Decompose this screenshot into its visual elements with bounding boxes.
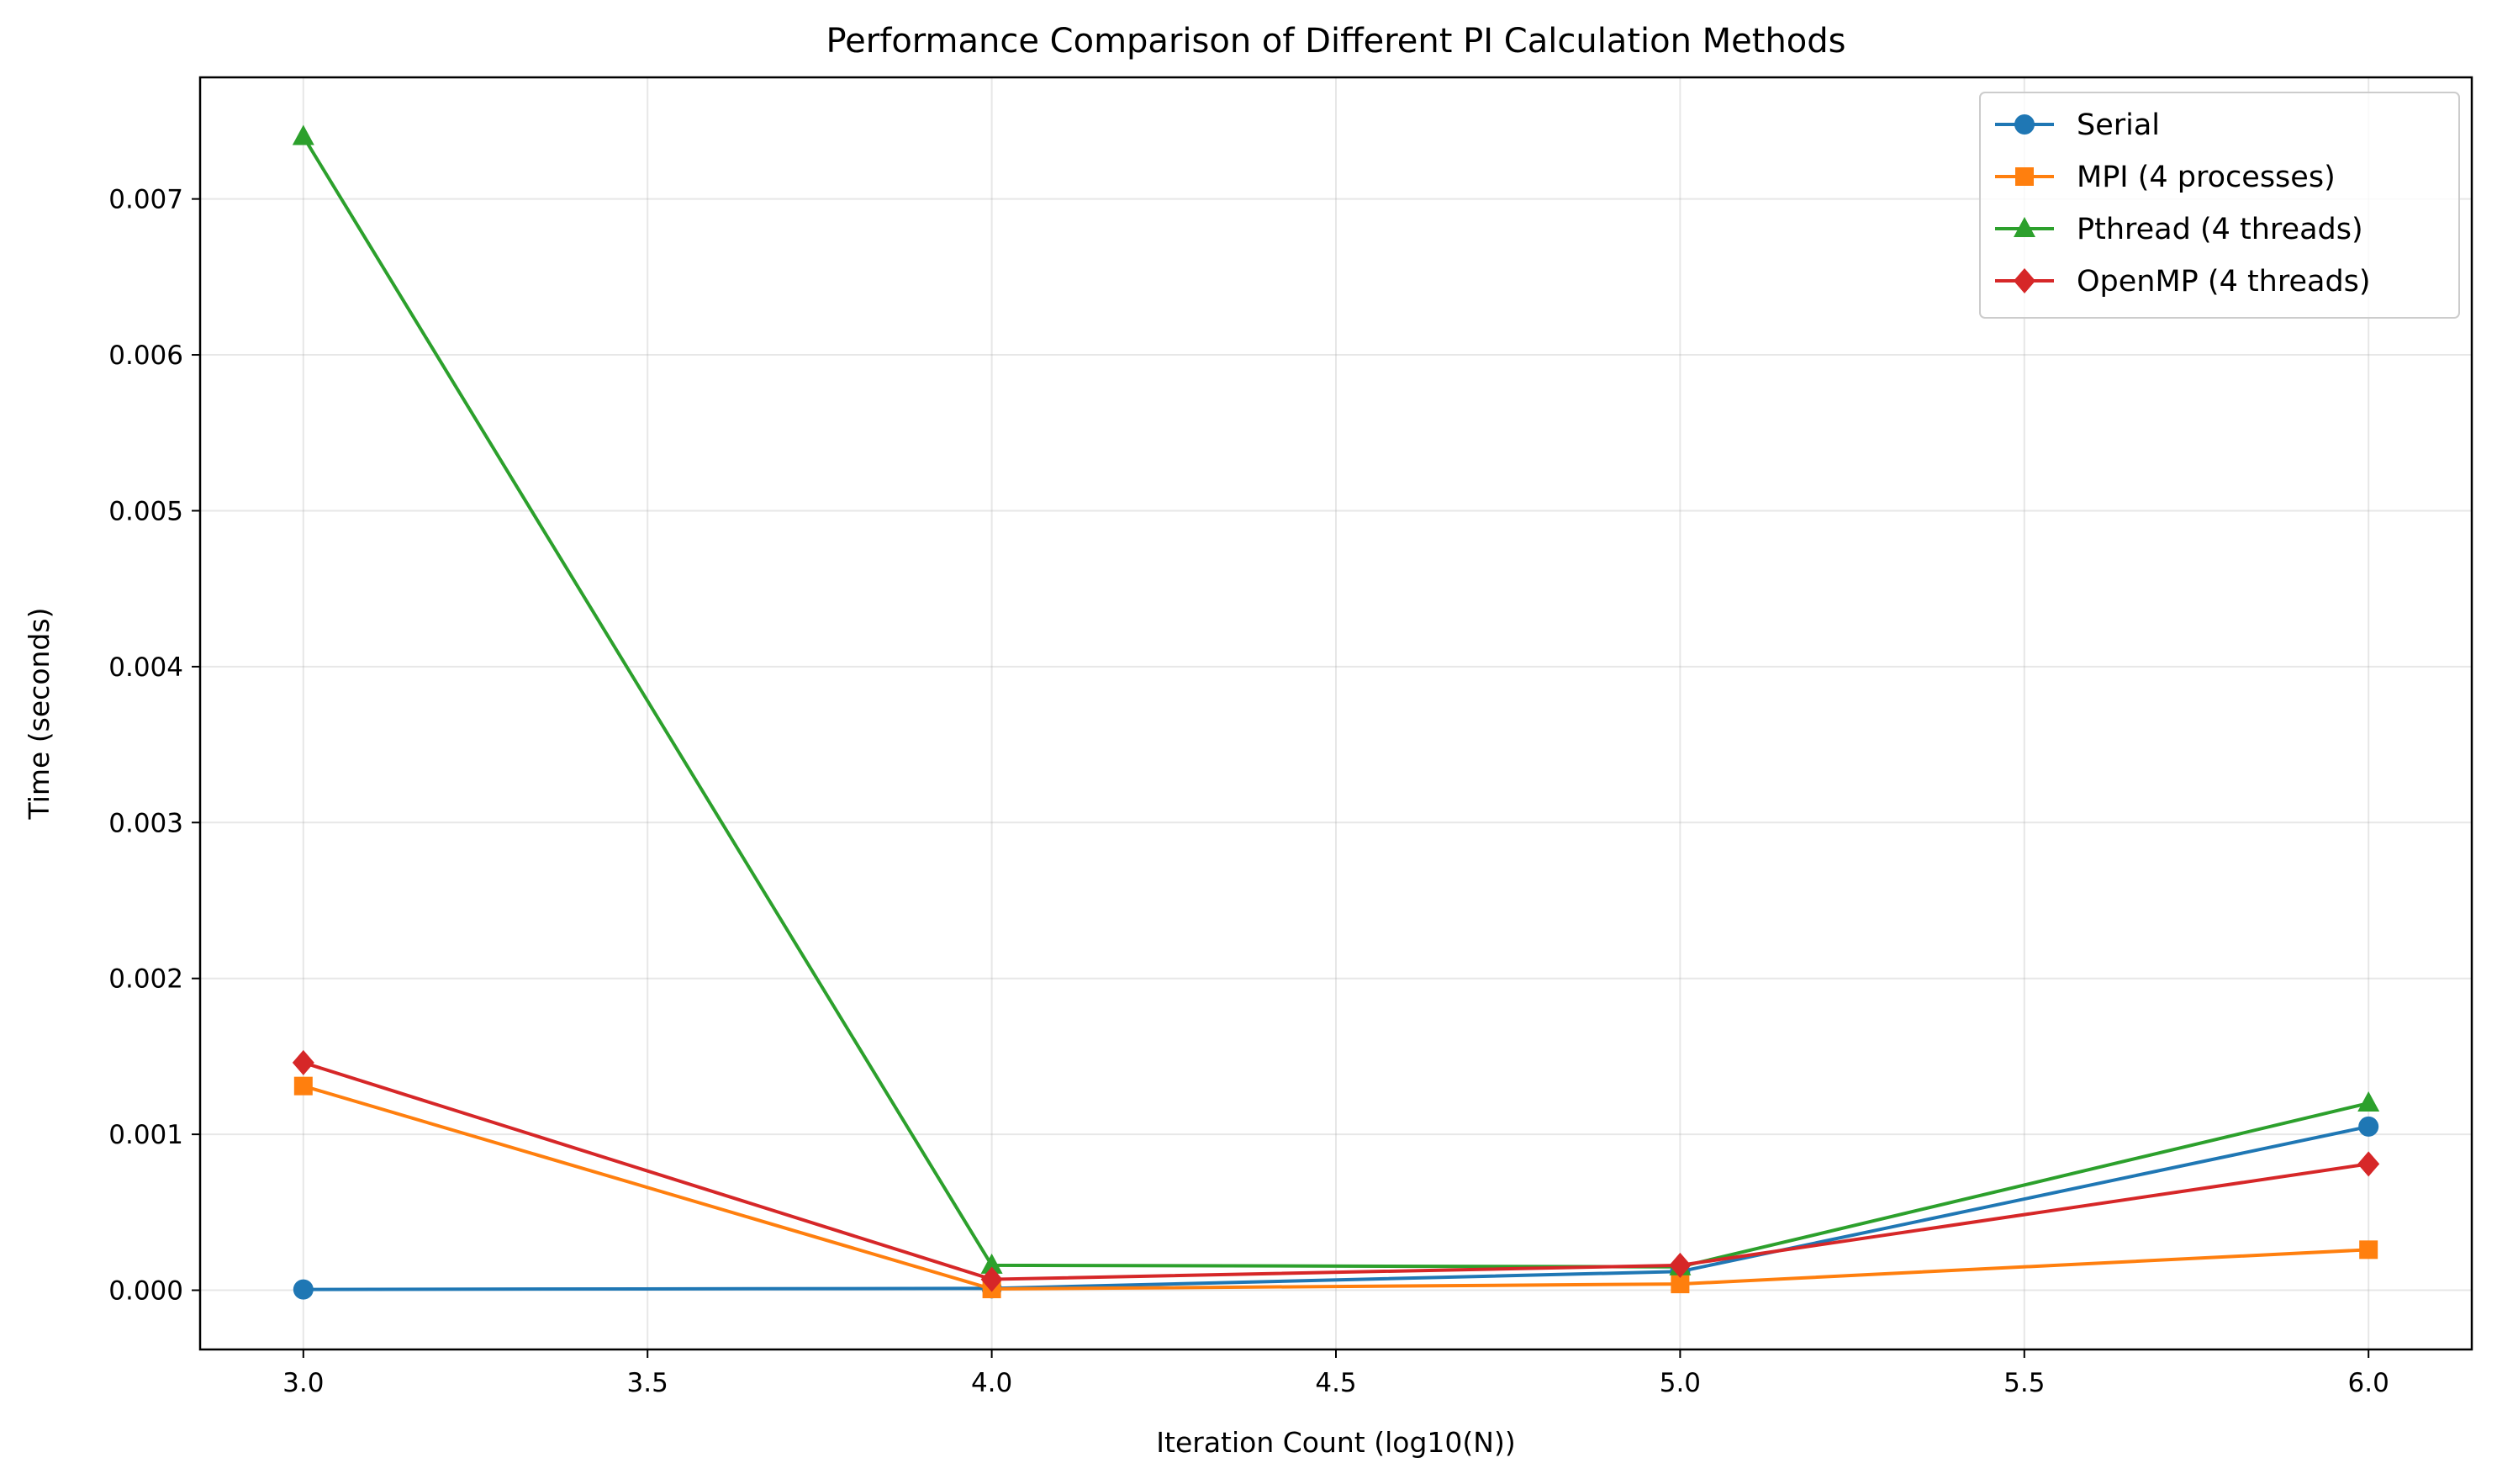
series-line [303, 1084, 2369, 1291]
x-tick-label: 6.0 [2348, 1368, 2389, 1398]
data-point [293, 1076, 313, 1096]
series-line [303, 1060, 2369, 1281]
data-point [292, 124, 314, 145]
legend-item: Pthread (4 threads) [1995, 213, 2363, 246]
y-tick-label: 0.001 [108, 1120, 183, 1150]
y-tick-label: 0.000 [108, 1276, 183, 1307]
y-tick-label: 0.003 [108, 808, 183, 838]
data-point [2357, 1091, 2380, 1112]
y-axis-label: Time (seconds) [23, 608, 55, 821]
data-point [293, 1279, 314, 1300]
x-tick-label: 5.5 [2003, 1368, 2045, 1398]
data-point [2358, 1116, 2379, 1137]
chart-title: Performance Comparison of Different PI C… [826, 22, 1845, 61]
x-tick-label: 4.0 [971, 1368, 1012, 1398]
y-tick-label: 0.002 [108, 964, 183, 995]
legend-marker [2014, 114, 2035, 135]
legend-marker [2015, 167, 2034, 186]
series-line [303, 1124, 2369, 1291]
data-point [292, 1049, 314, 1075]
y-tick-label: 0.006 [108, 341, 183, 371]
legend-item: Serial [1995, 108, 2160, 142]
series-line [302, 135, 2369, 1269]
legend-marker [2014, 268, 2035, 293]
legend-item: MPI (4 processes) [1995, 161, 2336, 194]
data-point [980, 1266, 1003, 1292]
y-tick-label: 0.007 [108, 185, 183, 215]
x-axis-label: Iteration Count (log10(N)) [1156, 1426, 1515, 1459]
data-point [2357, 1151, 2380, 1177]
x-tick-label: 5.0 [1660, 1368, 1701, 1398]
data-point [1671, 1275, 1690, 1294]
x-tick-label: 3.0 [282, 1368, 324, 1398]
data-point [980, 1253, 1003, 1274]
legend-label: Serial [2077, 108, 2160, 142]
legend-box [1979, 92, 2460, 319]
x-tick-label: 4.5 [1315, 1368, 1356, 1398]
legend-label: OpenMP (4 threads) [2077, 265, 2371, 298]
axis-ticks: 3.0 3.5 4.0 4.5 5.0 5.5 6.0 0.000 0.001 0.002 0.00… [108, 185, 2389, 1398]
data-point [2359, 1240, 2378, 1260]
series-layer [292, 124, 2380, 1300]
legend: Serial MPI (4 processes) Pthread (4 thread… [1979, 92, 2460, 319]
series-openmp-4-threads [292, 1049, 2380, 1292]
legend-label: MPI (4 processes) [2077, 161, 2336, 194]
y-tick-label: 0.004 [108, 652, 183, 683]
legend-label: Pthread (4 threads) [2077, 213, 2363, 246]
x-tick-label: 3.5 [627, 1368, 668, 1398]
legend-marker [2014, 217, 2035, 237]
data-point [1669, 1252, 1692, 1278]
legend-item: OpenMP (4 threads) [1995, 265, 2371, 298]
y-tick-label: 0.005 [108, 496, 183, 526]
